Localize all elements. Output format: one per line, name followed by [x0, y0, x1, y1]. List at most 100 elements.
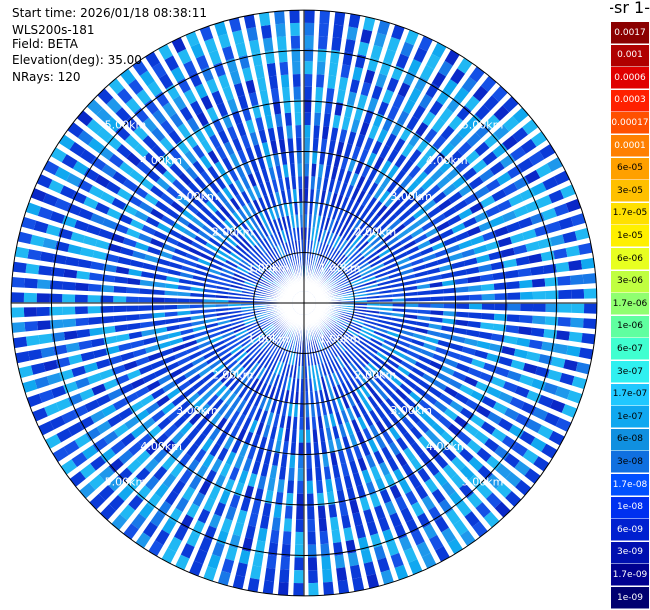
ray-gate-cell — [406, 349, 420, 359]
ray-separator — [313, 142, 551, 298]
ray-gate-cell — [357, 240, 369, 252]
ray-gate-cell — [358, 265, 372, 274]
ray-gate-cell — [328, 373, 336, 387]
ray-gate-cell — [223, 334, 237, 344]
ray-gate-cell — [62, 306, 76, 316]
ray-gate-cell — [248, 216, 259, 229]
ray-separator — [312, 310, 523, 500]
ray-separator — [49, 155, 294, 298]
ray-gate-cell — [319, 530, 330, 545]
ray-gate-cell — [177, 298, 190, 303]
ray-gate-cell — [265, 371, 274, 384]
ray-gate-cell — [227, 341, 241, 352]
ray-gate-cell — [192, 491, 206, 508]
ray-gate-cell — [456, 141, 472, 156]
ray-gate-cell — [376, 351, 390, 362]
ray-gate-cell — [206, 273, 220, 281]
ray-gate-cell — [393, 169, 406, 184]
ray-separator — [75, 310, 296, 488]
ray-gate-cell — [178, 322, 193, 330]
ray-gate-cell — [114, 107, 131, 123]
ray-gate-cell — [94, 202, 110, 216]
ray-gate-cell — [217, 447, 229, 462]
ray-gate-cell — [458, 207, 473, 220]
ray-gate-cell — [371, 200, 383, 214]
ray-gate-cell — [457, 123, 473, 139]
ray-gate-cell — [196, 384, 210, 397]
ray-gate-cell — [312, 125, 320, 139]
ray-gate-cell — [454, 230, 470, 242]
ray-gate-cell — [410, 257, 425, 267]
ray-gate-cell — [283, 518, 293, 532]
ray-gate-cell — [243, 14, 256, 29]
ray-gate-cell — [422, 372, 437, 385]
ray-gate-cell — [238, 385, 249, 399]
ray-gate-cell — [442, 446, 457, 462]
ray-gate-cell — [438, 498, 454, 515]
ray-gate-cell — [162, 473, 177, 489]
ray-gate-cell — [361, 350, 373, 362]
ray-gate-cell — [334, 342, 344, 354]
ray-gate-cell — [221, 331, 235, 340]
ray-gate-cell — [249, 328, 262, 338]
ray-gate-cell — [399, 382, 413, 395]
ray-gate-cell — [473, 244, 488, 255]
ray-gate-cell — [383, 194, 396, 208]
ray-gate-cell — [247, 272, 261, 281]
ray-gate-cell — [421, 219, 435, 232]
ray-gate-cell — [389, 240, 402, 251]
ray-gate-cell — [404, 285, 418, 291]
ray-gate-cell — [240, 259, 253, 269]
ray-gate-cell — [270, 264, 280, 276]
ray-gate-cell — [352, 577, 365, 592]
ray-separator — [313, 309, 542, 476]
ray-gate-cell — [197, 258, 211, 267]
ray-gate-cell — [349, 361, 360, 374]
ray-gate-cell — [508, 193, 524, 207]
ray-gate-cell — [354, 204, 365, 218]
ray-gate-cell — [274, 165, 283, 179]
ray-gate-cell — [516, 336, 531, 348]
ray-gate-cell — [449, 342, 464, 352]
ray-gate-cell — [304, 73, 313, 87]
range-ring-label: 5.00km — [105, 476, 147, 489]
ray-gate-cell — [22, 379, 38, 394]
ray-gate-cell — [203, 313, 217, 319]
ray-gate-cell — [256, 242, 267, 254]
ray-gate-cell — [472, 85, 489, 102]
ray-gate-cell — [277, 362, 285, 376]
ray-gate-cell — [255, 448, 265, 463]
ray-gate-cell — [386, 266, 400, 275]
colorbar-label: 1.7e-07 — [612, 389, 648, 400]
ray-gate-cell — [277, 582, 290, 596]
ray-gate-cell — [113, 296, 127, 303]
ray-gate-cell — [332, 385, 341, 399]
ray-gate-cell — [126, 296, 139, 303]
colorbar-bin: 1.7e-05 — [611, 202, 649, 225]
ray-gate-cell — [248, 232, 259, 245]
ray-gate-cell — [390, 24, 405, 40]
ray-gate-cell — [346, 328, 359, 337]
ray-gate-cell — [430, 295, 444, 302]
ray-gate-cell — [407, 372, 422, 384]
ray-gate-cell — [76, 328, 91, 339]
ray-gate-cell — [182, 406, 197, 420]
ray-gate-cell — [346, 246, 357, 258]
ray-gate-cell — [207, 268, 221, 276]
ray-gate-cell — [362, 275, 376, 283]
ray-gate-cell — [279, 388, 286, 403]
ray-gate-cell — [280, 556, 291, 570]
ray-gate-cell — [171, 430, 185, 445]
ray-gate-cell — [270, 399, 278, 414]
ray-gate-cell — [317, 228, 323, 242]
ray-gate-cell — [364, 365, 376, 378]
ray-gate-cell — [375, 326, 389, 334]
ray-gate-cell — [378, 516, 391, 532]
ray-gate-cell — [246, 324, 260, 332]
ray-gate-cell — [293, 99, 302, 113]
ray-gate-cell — [505, 269, 519, 279]
ray-gate-cell — [245, 375, 256, 389]
ray-gate-cell — [197, 230, 211, 241]
ray-gate-cell — [304, 214, 308, 228]
ray-gate-cell — [192, 325, 207, 333]
